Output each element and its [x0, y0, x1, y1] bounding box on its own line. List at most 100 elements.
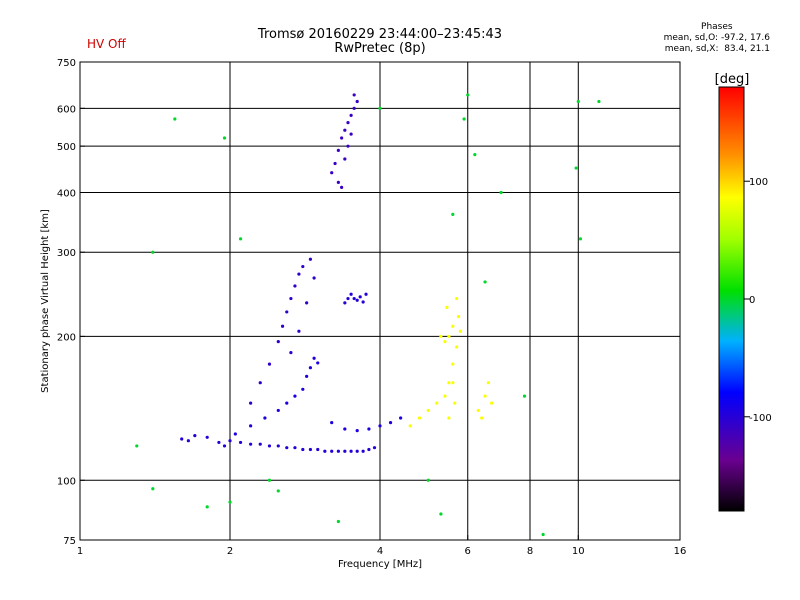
data-point — [361, 449, 365, 453]
data-point — [346, 144, 350, 148]
data-point — [576, 99, 580, 104]
data-point — [349, 132, 353, 136]
data-point — [408, 424, 412, 428]
data-point — [399, 416, 403, 420]
x-tick-label: 8 — [527, 546, 533, 557]
data-point — [578, 237, 583, 241]
data-point — [352, 93, 356, 97]
data-point — [316, 447, 320, 452]
colorbar-tick-label: -100 — [749, 413, 772, 424]
data-point — [301, 387, 305, 391]
data-point — [426, 408, 430, 413]
data-point — [267, 478, 272, 482]
data-point — [228, 439, 232, 443]
x-tick-label: 16 — [674, 546, 687, 557]
data-point — [476, 408, 480, 413]
phase-stats: Phases mean, sd,O: -97.2, 17.6 mean, sd,… — [664, 22, 770, 55]
data-point — [378, 106, 382, 110]
data-point — [312, 276, 316, 280]
data-point — [343, 301, 347, 305]
data-point — [289, 296, 293, 301]
x-tick-label: 4 — [377, 546, 383, 557]
data-point — [180, 437, 184, 441]
data-point — [336, 519, 340, 524]
data-point — [285, 310, 289, 314]
x-tick-label: 10 — [572, 546, 585, 557]
data-point — [352, 106, 356, 110]
data-point — [458, 329, 463, 333]
data-point — [276, 444, 280, 448]
colorbar-tick-label: 0 — [749, 295, 755, 306]
data-point — [340, 136, 344, 140]
chart-subtitle: RwPretec (8p) — [334, 41, 426, 56]
phase-stats-heading: Phases — [701, 22, 733, 32]
data-point — [417, 416, 422, 420]
data-point — [238, 440, 243, 445]
data-points — [135, 93, 601, 537]
phase-stats-x: mean, sd,X: 83.4, 21.1 — [664, 44, 770, 54]
y-tick-label: 75 — [63, 536, 76, 547]
data-point — [355, 99, 359, 104]
data-point — [293, 394, 297, 398]
y-tick-label: 600 — [57, 104, 76, 115]
data-point — [312, 356, 316, 360]
data-point — [453, 401, 457, 405]
data-point — [435, 401, 439, 405]
data-point — [135, 444, 139, 448]
chart-title: Tromsø 20160229 23:44:00–23:45:43 — [257, 27, 503, 42]
data-point — [301, 447, 305, 452]
data-point — [330, 171, 334, 175]
data-point — [308, 447, 313, 452]
data-point — [336, 180, 340, 184]
data-point — [289, 350, 293, 355]
phase-stats-o: mean, sd,O: -97.2, 17.6 — [663, 33, 770, 43]
data-point — [447, 381, 451, 385]
x-axis-title: Frequency [MHz] — [338, 559, 422, 570]
data-point — [308, 366, 313, 370]
data-point — [358, 295, 362, 299]
data-point — [258, 442, 262, 446]
y-tick-label: 400 — [57, 188, 76, 199]
data-point — [355, 449, 359, 453]
data-point — [343, 128, 347, 132]
hv-status: HV Off — [87, 37, 126, 51]
data-point — [233, 432, 237, 436]
data-point — [305, 301, 309, 305]
data-point — [443, 394, 447, 398]
data-point — [228, 500, 232, 504]
grid-lines — [80, 62, 680, 540]
data-point — [522, 394, 527, 398]
data-point — [323, 449, 327, 453]
data-point — [205, 435, 209, 439]
data-point — [340, 185, 344, 189]
data-point — [293, 446, 297, 450]
data-point — [349, 449, 353, 453]
data-point — [316, 361, 320, 365]
data-point — [451, 381, 455, 385]
data-point — [305, 374, 309, 378]
data-point — [301, 264, 305, 269]
data-point — [483, 280, 487, 284]
data-point — [293, 284, 297, 288]
data-point — [186, 439, 190, 443]
data-point — [364, 292, 368, 296]
data-point — [276, 408, 280, 413]
data-point — [205, 505, 209, 509]
data-point — [352, 296, 356, 301]
data-point — [297, 329, 301, 333]
data-point — [297, 272, 301, 276]
data-point — [285, 446, 289, 450]
data-point — [439, 512, 443, 516]
data-point — [480, 416, 484, 420]
data-point — [330, 421, 334, 425]
data-point — [447, 416, 451, 420]
data-point — [426, 478, 430, 482]
data-point — [455, 345, 459, 349]
data-point — [308, 257, 313, 261]
data-point — [330, 449, 334, 453]
data-point — [285, 401, 289, 405]
data-point — [483, 394, 487, 398]
phase-colorbar — [718, 86, 745, 512]
y-tick-label: 300 — [57, 248, 76, 259]
data-point — [343, 427, 347, 431]
